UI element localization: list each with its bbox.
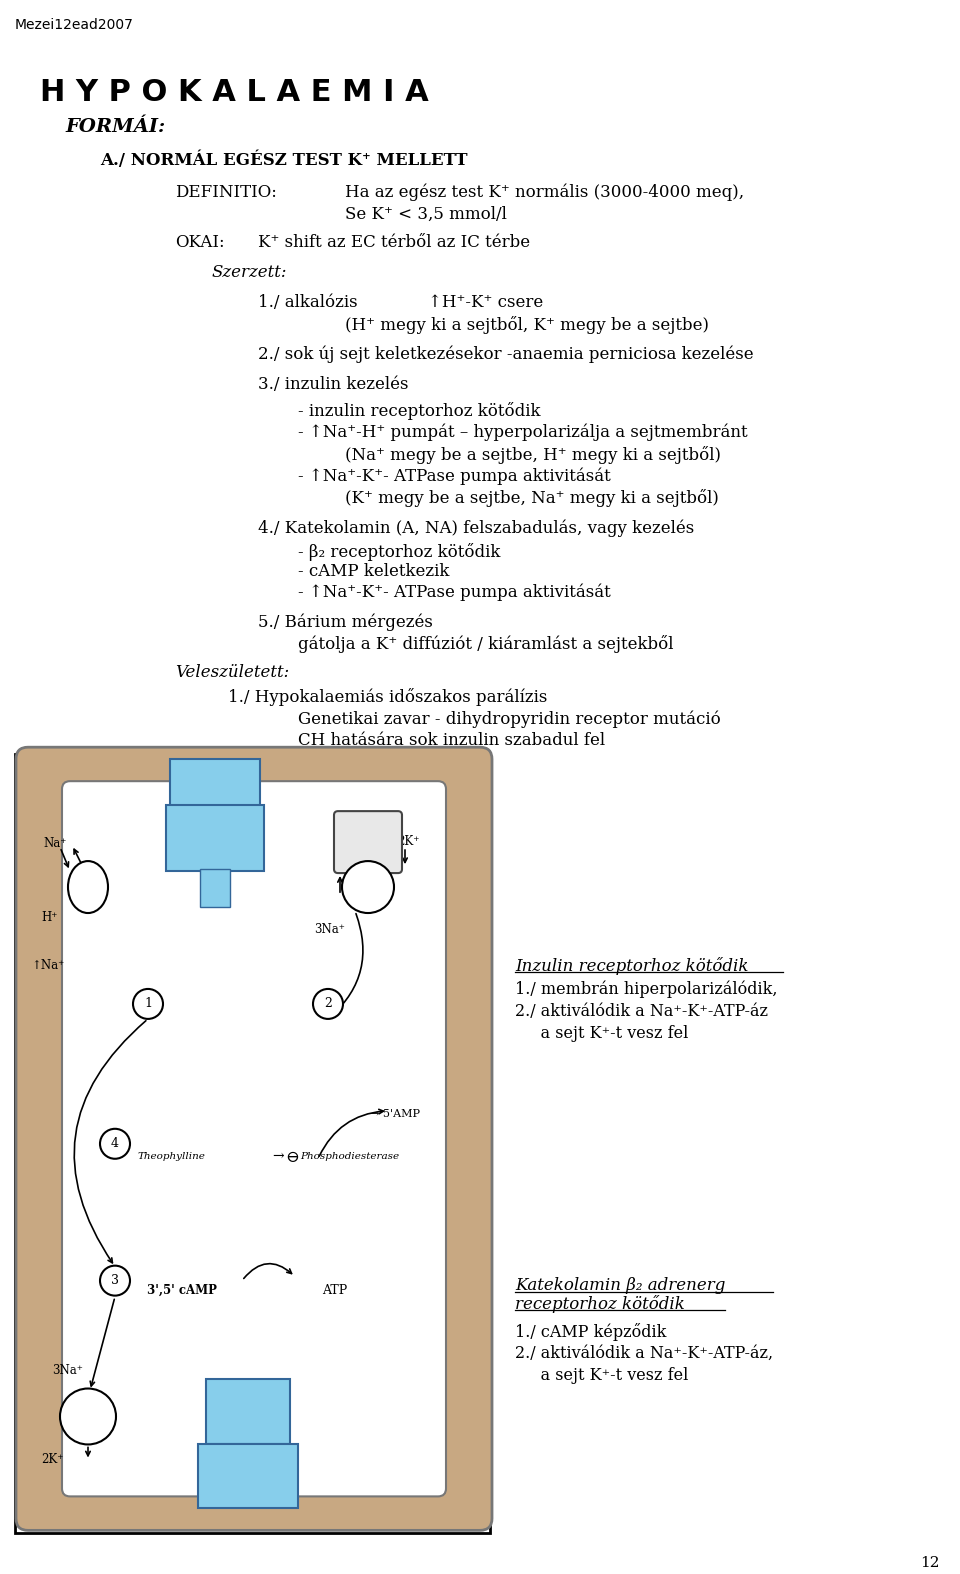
Text: → 5'AMP: → 5'AMP: [370, 1108, 420, 1119]
Text: 2K⁺: 2K⁺: [396, 836, 420, 848]
Text: 4: 4: [111, 1138, 119, 1151]
Text: - inzulin receptorhoz kötődik: - inzulin receptorhoz kötődik: [298, 401, 540, 420]
Text: (H⁺ megy ki a sejtből, K⁺ megy be a sejtbe): (H⁺ megy ki a sejtből, K⁺ megy be a sejt…: [345, 316, 709, 334]
Text: 2K⁺: 2K⁺: [41, 1453, 63, 1467]
Text: receptorhoz kötődik: receptorhoz kötődik: [515, 1295, 684, 1313]
Text: 4./ Katekolamin (A, NA) felszabadulás, vagy kezelés: 4./ Katekolamin (A, NA) felszabadulás, v…: [258, 519, 694, 537]
Text: gátolja a K⁺ diffúziót / kiáramlást a sejtekből: gátolja a K⁺ diffúziót / kiáramlást a se…: [298, 636, 674, 653]
Text: - cAMP keletkezik: - cAMP keletkezik: [298, 563, 449, 581]
FancyBboxPatch shape: [170, 759, 260, 809]
Text: - β₂ receptorhoz kötődik: - β₂ receptorhoz kötődik: [298, 543, 500, 562]
Text: Ha az egész test K⁺ normális (3000-4000 meq),: Ha az egész test K⁺ normális (3000-4000 …: [345, 184, 744, 201]
Text: Phosphodiesterase: Phosphodiesterase: [300, 1152, 399, 1160]
Text: 12: 12: [921, 1557, 940, 1571]
Text: 2./ aktiválódik a Na⁺-K⁺-ATP-áz,: 2./ aktiválódik a Na⁺-K⁺-ATP-áz,: [515, 1344, 773, 1362]
Text: ⊖: ⊖: [285, 1149, 299, 1166]
FancyBboxPatch shape: [62, 781, 446, 1497]
Text: Insulin: Insulin: [195, 771, 235, 781]
Text: - ↑Na⁺-H⁺ pumpát – hyperpolarizálja a sejtmembránt: - ↑Na⁺-H⁺ pumpát – hyperpolarizálja a se…: [298, 423, 748, 441]
Ellipse shape: [68, 861, 108, 913]
Text: 3: 3: [111, 1273, 119, 1288]
Circle shape: [100, 1265, 130, 1295]
Text: 1./ cAMP képződik: 1./ cAMP képződik: [515, 1322, 666, 1341]
Text: receptor: receptor: [190, 837, 240, 847]
Text: ATPase: ATPase: [71, 1406, 105, 1415]
Ellipse shape: [60, 1388, 116, 1445]
Text: 2./ sok új sejt keletkezésekor -anaemia perniciosa kezelése: 2./ sok új sejt keletkezésekor -anaemia …: [258, 346, 754, 364]
Text: DEFINITIO:: DEFINITIO:: [175, 184, 276, 201]
Text: ↑Na⁺: ↑Na⁺: [32, 959, 64, 973]
Text: β₂ Agonist: β₂ Agonist: [214, 1464, 281, 1478]
Text: H⁺: H⁺: [42, 911, 59, 924]
FancyBboxPatch shape: [198, 1445, 298, 1508]
Text: 5./ Bárium mérgezés: 5./ Bárium mérgezés: [258, 614, 433, 631]
Text: CH hatására sok inzulin szabadul fel: CH hatására sok inzulin szabadul fel: [298, 732, 605, 749]
FancyBboxPatch shape: [15, 754, 490, 1533]
Text: 3./ inzulin kezelés: 3./ inzulin kezelés: [258, 376, 409, 392]
Text: K⁺ shift az EC térből az IC térbe: K⁺ shift az EC térből az IC térbe: [258, 235, 530, 250]
Text: - ↑Na⁺-K⁺- ATPase pumpa aktivitását: - ↑Na⁺-K⁺- ATPase pumpa aktivitását: [298, 584, 611, 601]
FancyBboxPatch shape: [206, 1379, 290, 1445]
Text: ↑H⁺-K⁺ csere: ↑H⁺-K⁺ csere: [428, 294, 543, 310]
Text: Szerzett:: Szerzett:: [212, 264, 287, 280]
Text: 1./ alkalózis: 1./ alkalózis: [258, 294, 358, 310]
Circle shape: [313, 988, 343, 1018]
Text: Veleszületett:: Veleszületett:: [175, 664, 289, 682]
Text: 1./ membrán hiperpolarizálódik,: 1./ membrán hiperpolarizálódik,: [515, 981, 778, 998]
Circle shape: [100, 1129, 130, 1158]
Text: 1./ Hypokalaemiás időszakos parálízis: 1./ Hypokalaemiás időszakos parálízis: [228, 688, 547, 707]
Text: Se K⁺ < 3,5 mmol/l: Se K⁺ < 3,5 mmol/l: [345, 206, 507, 224]
FancyBboxPatch shape: [166, 806, 264, 870]
Text: OKAI:: OKAI:: [175, 235, 225, 250]
Text: a sejt K⁺-t vesz fel: a sejt K⁺-t vesz fel: [515, 1366, 688, 1384]
Text: Na⁺: Na⁺: [43, 837, 66, 850]
Text: ATP: ATP: [323, 1284, 348, 1297]
Text: Genetikai zavar - dihydropyridin receptor mutáció: Genetikai zavar - dihydropyridin recepto…: [298, 710, 721, 727]
Text: - ↑Na⁺-K⁺- ATPase pumpa aktivitását: - ↑Na⁺-K⁺- ATPase pumpa aktivitását: [298, 467, 611, 485]
Text: (K⁺ megy be a sejtbe, Na⁺ megy ki a sejtből): (K⁺ megy be a sejtbe, Na⁺ megy ki a sejt…: [345, 490, 719, 507]
Text: 2: 2: [324, 998, 332, 1011]
Circle shape: [133, 988, 163, 1018]
Text: a sejt K⁺-t vesz fel: a sejt K⁺-t vesz fel: [515, 1025, 688, 1042]
FancyBboxPatch shape: [16, 748, 492, 1530]
Text: 3Na⁺: 3Na⁺: [53, 1363, 84, 1377]
Text: FORMÁI:: FORMÁI:: [65, 118, 165, 135]
FancyBboxPatch shape: [200, 869, 230, 907]
Text: →: →: [272, 1149, 283, 1163]
Text: β R: β R: [234, 1402, 262, 1417]
Text: A./ NORMÁL EGÉSZ TEST K⁺ MELLETT: A./ NORMÁL EGÉSZ TEST K⁺ MELLETT: [100, 151, 468, 170]
FancyBboxPatch shape: [334, 811, 402, 874]
Text: 3',5' cAMP: 3',5' cAMP: [147, 1284, 217, 1297]
Ellipse shape: [342, 861, 394, 913]
Text: 2./ aktiválódik a Na⁺-K⁺-ATP-áz: 2./ aktiválódik a Na⁺-K⁺-ATP-áz: [515, 1003, 768, 1020]
Text: Inzulin receptorhoz kötődik: Inzulin receptorhoz kötődik: [515, 957, 749, 974]
Text: 1: 1: [144, 998, 152, 1011]
Text: Mezei12ead2007: Mezei12ead2007: [15, 17, 133, 31]
Text: Insulin: Insulin: [195, 822, 235, 829]
Text: Katekolamin β₂ adrenerg: Katekolamin β₂ adrenerg: [515, 1277, 726, 1294]
Text: Theophylline: Theophylline: [138, 1152, 205, 1160]
Text: (Na⁺ megy be a sejtbe, H⁺ megy ki a sejtből): (Na⁺ megy be a sejtbe, H⁺ megy ki a sejt…: [345, 445, 721, 463]
Text: H Y P O K A L A E M I A: H Y P O K A L A E M I A: [40, 79, 429, 107]
Text: ATPase: ATPase: [350, 829, 386, 837]
Text: 3Na⁺: 3Na⁺: [315, 922, 346, 937]
